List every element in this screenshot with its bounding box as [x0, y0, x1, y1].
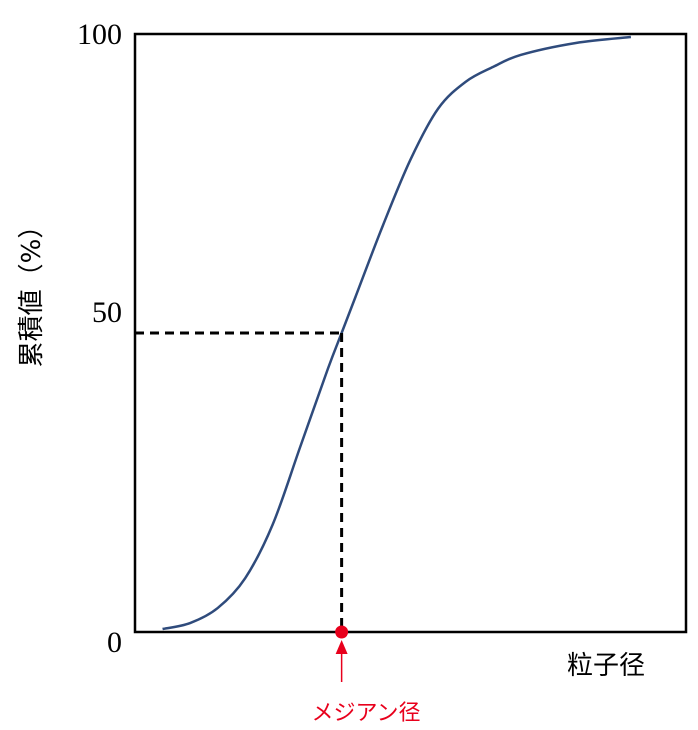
y-tick-label-100: 100: [77, 18, 122, 51]
y-axis-label: 累積値（%）: [17, 213, 47, 368]
median-annotation-label: メジアン径: [311, 701, 420, 726]
y-tick-label-50: 50: [92, 296, 122, 329]
median-arrow-head: [335, 640, 348, 654]
chart-marks: [135, 35, 632, 682]
cumulative-curve-0: [162, 35, 632, 631]
median-point-marker: [335, 625, 349, 639]
x-axis-label: 粒子径: [567, 651, 645, 681]
y-tick-label-0: 0: [107, 626, 122, 659]
